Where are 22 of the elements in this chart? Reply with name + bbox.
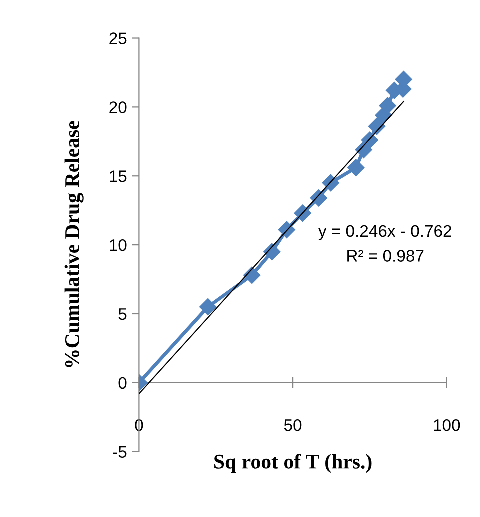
y-axis-title: %Cumulative Drug Release (64, 121, 84, 368)
y-tick-label: 5 (118, 308, 127, 320)
x-tick-label: 0 (135, 419, 144, 432)
annotation: y = 0.246x - 0.762 (318, 225, 452, 240)
point (200, 298, 217, 316)
y-tick-label: 25 (110, 32, 127, 44)
point (348, 159, 365, 176)
point (368, 118, 386, 136)
point (322, 174, 340, 192)
point (379, 97, 396, 114)
y-tick-label: 20 (110, 102, 127, 114)
y-tick-label: 10 (110, 239, 127, 252)
point (278, 221, 296, 238)
y-tick-label: -5 (113, 446, 127, 458)
point (294, 204, 312, 222)
x-tick-label: 100 (434, 419, 460, 432)
y-tick-label: 0 (118, 377, 127, 390)
y-tick-label: 15 (110, 170, 127, 182)
point (264, 243, 281, 261)
x-tick-label: 50 (284, 419, 302, 432)
x-axis-title: Sq root of T (hrs.) (214, 454, 372, 474)
annotation: R² = 0.987 (348, 250, 424, 262)
